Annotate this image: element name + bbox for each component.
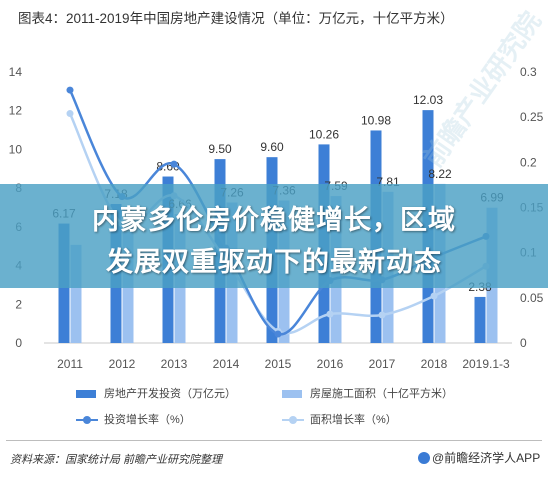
y-left-tick-label: 14 — [9, 65, 23, 79]
y-left-tick-label: 2 — [15, 297, 22, 311]
line-point — [274, 330, 282, 338]
legend-label-area: 房屋施工面积（十亿平方米） — [310, 388, 453, 400]
line-point — [378, 311, 386, 319]
y-right-tick-label: 0.05 — [520, 291, 544, 305]
y-right-tick-label: 0 — [520, 336, 527, 350]
legend-label-investment-growth: 投资增长率（%） — [104, 414, 191, 426]
line-point — [430, 292, 438, 300]
bar-value-label: 10.26 — [309, 127, 339, 141]
x-tick-label: 2011 — [57, 357, 83, 371]
bar — [70, 244, 82, 343]
x-tick-label: 2017 — [369, 357, 396, 371]
legend-dot-investment-growth — [83, 416, 91, 424]
line-point — [66, 86, 74, 94]
headline-line-2: 发展双重驱动下的最新动态 — [106, 247, 442, 278]
brand-tag: @前瞻经济学人APP — [418, 449, 540, 466]
y-right-tick-label: 0.2 — [520, 155, 537, 169]
y-right-tick-label: 0.25 — [520, 110, 544, 124]
headline-banner: 内蒙多伦房价稳健增长，区域 发展双重驱动下的最新动态 — [0, 184, 548, 288]
x-tick-label: 2015 — [265, 357, 292, 371]
brand-logo-icon — [418, 452, 430, 464]
legend-item-area: 房屋施工面积（十亿平方米） — [282, 386, 502, 402]
headline-line-1: 内蒙多伦房价稳健增长，区域 — [92, 205, 456, 236]
bar-value-label: 8.22 — [428, 167, 452, 181]
bar — [474, 296, 486, 343]
x-tick-label: 2014 — [213, 357, 240, 371]
bar-value-label: 9.60 — [260, 140, 284, 154]
line-point — [170, 160, 178, 168]
legend-swatch-area — [282, 390, 302, 398]
source-note: 资料来源：国家统计局 前瞻产业研究院整理 — [10, 454, 223, 466]
footer-divider — [6, 440, 542, 441]
brand-label: @前瞻经济学人APP — [432, 451, 541, 465]
bar-value-label: 12.03 — [413, 93, 443, 107]
x-tick-label: 2018 — [421, 357, 448, 371]
chart-title: 图表4：2011-2019年中国房地产建设情况（单位：万亿元，十亿平方米） — [18, 11, 454, 26]
legend-dot-area-growth — [289, 416, 297, 424]
y-right-tick-label: 0.3 — [520, 65, 537, 79]
legend-label-area-growth: 面积增长率（%） — [310, 414, 397, 426]
legend-item-investment-growth: 投资增长率（%） — [76, 412, 276, 428]
bar-value-label: 9.50 — [208, 142, 232, 156]
legend-item-area-growth: 面积增长率（%） — [282, 412, 482, 428]
x-tick-label: 2012 — [109, 357, 136, 371]
legend-item-investment: 房地产开发投资（万亿元） — [76, 386, 276, 402]
bar-value-label: 10.98 — [361, 113, 391, 127]
line-point — [326, 310, 334, 318]
y-left-tick-label: 0 — [15, 336, 22, 350]
x-tick-label: 2016 — [317, 357, 344, 371]
x-tick-label: 2019.1-3 — [462, 357, 510, 371]
y-left-tick-label: 10 — [9, 142, 23, 156]
line-point — [66, 110, 74, 118]
y-left-tick-label: 12 — [9, 104, 23, 118]
x-tick-label: 2013 — [161, 357, 188, 371]
legend: 房地产开发投资（万亿元） 房屋施工面积（十亿平方米） 投资增长率（%） 面积增长… — [0, 382, 548, 432]
legend-label-investment: 房地产开发投资（万亿元） — [104, 388, 236, 400]
legend-swatch-investment — [76, 390, 96, 398]
